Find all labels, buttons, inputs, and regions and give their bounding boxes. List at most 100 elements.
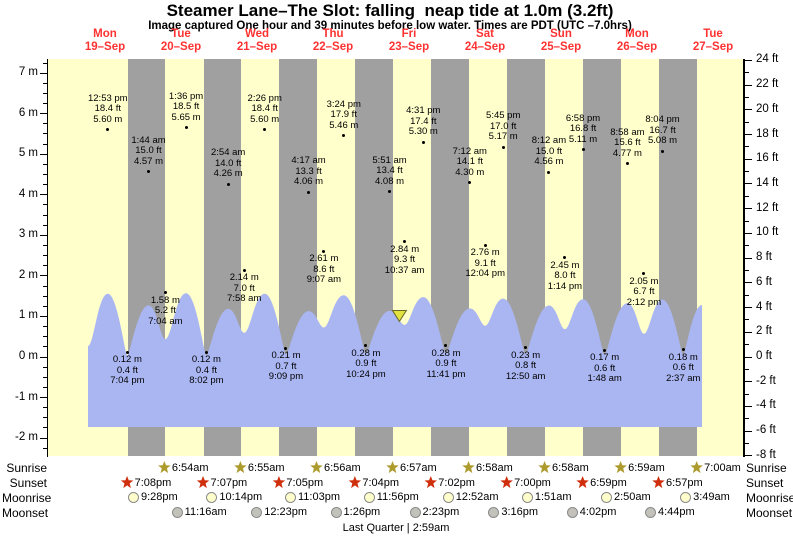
right-axis-tick [744, 146, 749, 148]
right-axis-tick [744, 269, 749, 271]
right-axis-tick [744, 171, 749, 173]
right-axis-tick-label: 24 ft [756, 53, 779, 66]
low-tide-annotation: 0.12 m 0.4 ft 7:04 pm [110, 354, 145, 387]
moonrise-moon-icon [680, 491, 692, 503]
moonset-event: 3:16pm [488, 506, 538, 518]
sunrise-event: 6:56am [310, 461, 361, 474]
high-tide-annotation: 2:54 am 14.0 ft 4.26 m [211, 147, 246, 180]
moonrise-row-label-right: Moonrise [746, 491, 793, 505]
sunrise-time: 6:58am [552, 461, 589, 474]
sunrise-star-icon [614, 461, 627, 474]
left-axis-tick-label: -1 m [15, 390, 38, 403]
moonset-time: 4:44pm [657, 506, 695, 518]
sunrise-star-icon [158, 461, 171, 474]
moonrise-time: 10:14pm [219, 491, 263, 503]
sunset-star-icon [576, 476, 589, 489]
left-axis-tick [42, 447, 47, 449]
left-axis-tick-label: 3 m [18, 228, 38, 241]
right-axis-tick [744, 455, 752, 457]
day-name-label: Mon [93, 28, 117, 40]
sunset-star-icon [120, 476, 134, 489]
day-date-label: 21–Sep [236, 41, 278, 53]
left-axis-tick [39, 234, 47, 236]
low-tide-annotation: 2.45 m 8.0 ft 1:14 pm [547, 259, 583, 292]
chart-title: Steamer Lane–The Slot: falling neap tide… [166, 1, 614, 20]
sunset-star-icon [424, 476, 438, 489]
right-axis-tick-label: 12 ft [756, 201, 779, 214]
sunrise-row-label-right: Sunrise [746, 461, 787, 475]
right-axis-tick [744, 331, 752, 333]
sunrise-star-icon [690, 461, 703, 474]
moonrise-event: 3:49am [680, 491, 730, 503]
right-axis-tick [744, 232, 752, 234]
moonset-moon-icon [488, 506, 500, 518]
moonset-moon-icon [644, 506, 656, 518]
right-axis-tick-label: 10 ft [756, 226, 779, 239]
sunset-event: 7:08pm [120, 476, 171, 489]
day-name-label: Fri [401, 28, 417, 40]
day-date-label: 25–Sep [540, 41, 582, 53]
moonrise-time: 12:52am [455, 491, 499, 503]
moonset-moon-icon [409, 506, 421, 518]
sunrise-time: 7:00am [704, 461, 741, 474]
left-axis-tick [42, 417, 47, 419]
tide-point-dot [681, 348, 685, 352]
right-axis-line [743, 59, 745, 457]
sunrise-event: 6:54am [158, 461, 209, 474]
left-axis-tick [42, 204, 47, 206]
day-name-label: Sat [476, 28, 494, 40]
right-axis-tick [744, 381, 752, 383]
left-axis-tick [42, 224, 47, 226]
sunrise-star-icon [234, 461, 247, 474]
day-date-label: 19–Sep [84, 41, 126, 53]
sunrise-time: 6:58am [476, 461, 513, 474]
right-axis-tick [744, 344, 749, 346]
sunset-time: 6:59pm [590, 476, 627, 489]
left-axis-tick [39, 194, 47, 196]
left-axis-tick-label: 7 m [18, 66, 38, 79]
right-axis-tick-label: 4 ft [756, 300, 772, 313]
sunset-star-icon [500, 476, 513, 489]
left-axis-tick [42, 295, 47, 297]
moonset-moon-icon [330, 506, 342, 518]
day-name-label: Tue [171, 28, 191, 40]
sunset-row-label-right: Sunset [746, 476, 784, 490]
moonset-event: 2:23pm [409, 506, 459, 518]
left-axis-tick [42, 376, 47, 378]
left-axis-tick [39, 397, 47, 399]
left-axis-tick [39, 437, 47, 439]
sunrise-time: 6:54am [171, 461, 209, 474]
right-axis-tick-label: -6 ft [756, 424, 776, 437]
moonset-row-label-right: Moonset [746, 506, 793, 520]
sunset-row-label-left: Sunset [9, 476, 47, 490]
left-axis-tick-label: 4 m [18, 187, 38, 200]
right-axis-tick-label: -8 ft [756, 448, 776, 461]
high-tide-annotation: 3:24 pm 17.9 ft 5.46 m [326, 98, 361, 131]
right-axis-tick-label: 22 ft [756, 78, 779, 91]
low-tide-annotation: 2.61 m 8.6 ft 9:07 am [306, 253, 342, 286]
sunrise-event: 6:57am [386, 461, 437, 474]
left-axis-tick [39, 113, 47, 115]
low-tide-annotation: 0.21 m 0.7 ft 9:09 pm [268, 350, 304, 383]
moonset-moon-icon [171, 506, 183, 518]
moonrise-event: 9:28pm [127, 491, 178, 503]
right-axis-tick-label: 8 ft [756, 251, 772, 264]
right-axis-tick [744, 430, 752, 432]
moonrise-time: 2:50am [613, 491, 651, 503]
right-axis-tick [744, 96, 749, 98]
left-axis-tick [42, 133, 47, 135]
right-axis-tick [744, 443, 749, 445]
tide-point-dot [184, 126, 188, 130]
moonset-time: 3:16pm [501, 506, 539, 518]
right-axis-tick [744, 368, 749, 370]
day-name-label: Mon [625, 28, 649, 40]
sunrise-time: 6:56am [323, 461, 361, 474]
high-tide-annotation: 12:53 pm 18.4 ft 5.60 m [87, 92, 128, 125]
left-axis-tick [42, 336, 47, 338]
right-axis-tick-label: 6 ft [756, 275, 772, 288]
moonrise-event: 11:03pm [284, 491, 340, 503]
left-axis-tick [42, 163, 47, 165]
moonset-event: 4:02pm [566, 506, 616, 518]
tide-point-dot [483, 243, 487, 247]
right-axis-tick [744, 294, 749, 296]
